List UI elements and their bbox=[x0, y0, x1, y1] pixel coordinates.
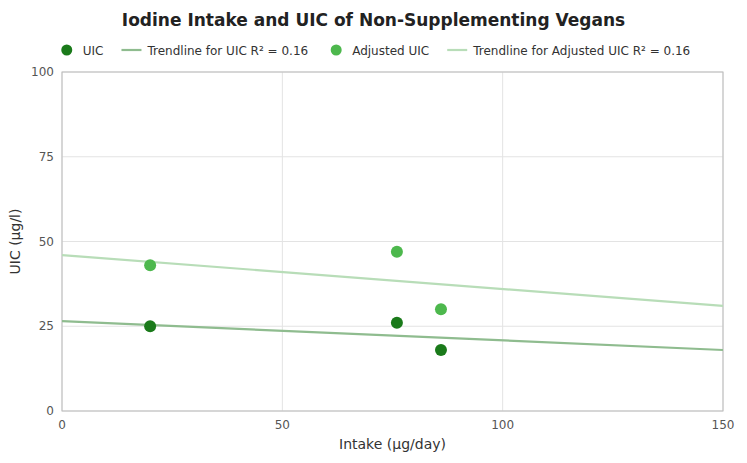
y-tick-label: 25 bbox=[39, 319, 54, 333]
scatter-point bbox=[144, 259, 156, 271]
y-tick-label: 100 bbox=[31, 65, 54, 79]
legend-label: Trendline for UIC R² = 0.16 bbox=[146, 44, 308, 58]
legend: UIC Trendline for UIC R² = 0.16 Adjusted U… bbox=[61, 44, 690, 58]
y-tick-label: 75 bbox=[39, 150, 54, 164]
legend-item: Trendline for Adjusted UIC R² = 0.16 bbox=[447, 44, 690, 58]
scatter-point bbox=[144, 320, 156, 332]
x-tick-label: 0 bbox=[58, 418, 66, 432]
title: Iodine Intake and UIC of Non-Supplementi… bbox=[122, 10, 625, 30]
y-tick-label: 0 bbox=[46, 404, 54, 418]
background bbox=[0, 0, 747, 463]
legend-label: Trendline for Adjusted UIC R² = 0.16 bbox=[472, 44, 690, 58]
plot-area bbox=[62, 246, 723, 356]
legend-line bbox=[121, 49, 141, 51]
y-tick-label: 50 bbox=[39, 235, 54, 249]
lines bbox=[62, 255, 723, 350]
x-tick-label: 150 bbox=[712, 418, 735, 432]
scatter-point bbox=[391, 317, 403, 329]
legend-marker bbox=[331, 45, 342, 56]
legend-item: Trendline for UIC R² = 0.16 bbox=[121, 44, 308, 58]
scatter-point bbox=[391, 246, 403, 258]
plot-frame bbox=[62, 72, 723, 411]
legend-item: UIC bbox=[61, 44, 103, 58]
grid-line-y bbox=[62, 241, 723, 242]
x-tick-label: 50 bbox=[275, 418, 290, 432]
y-axis-label: UIC (μg/l) bbox=[7, 209, 23, 275]
legend-marker bbox=[61, 45, 72, 56]
legend-label: Adjusted UIC bbox=[352, 44, 429, 58]
trend-line bbox=[62, 255, 723, 306]
chart: Iodine Intake and UIC of Non-Supplementi… bbox=[0, 0, 747, 463]
legend-line bbox=[447, 49, 467, 51]
legend-item: Adjusted UIC bbox=[331, 44, 430, 58]
x-axis-label: Intake (μg/day) bbox=[339, 436, 446, 452]
x-tick-label: 100 bbox=[491, 418, 514, 432]
legend-label: UIC bbox=[83, 44, 104, 58]
axes: 0 50 100 150 0 25 50 75 100 bbox=[31, 65, 734, 432]
grid-line-y bbox=[62, 156, 723, 157]
scatter-point bbox=[435, 344, 447, 356]
points bbox=[144, 246, 447, 356]
scatter-point bbox=[435, 303, 447, 315]
